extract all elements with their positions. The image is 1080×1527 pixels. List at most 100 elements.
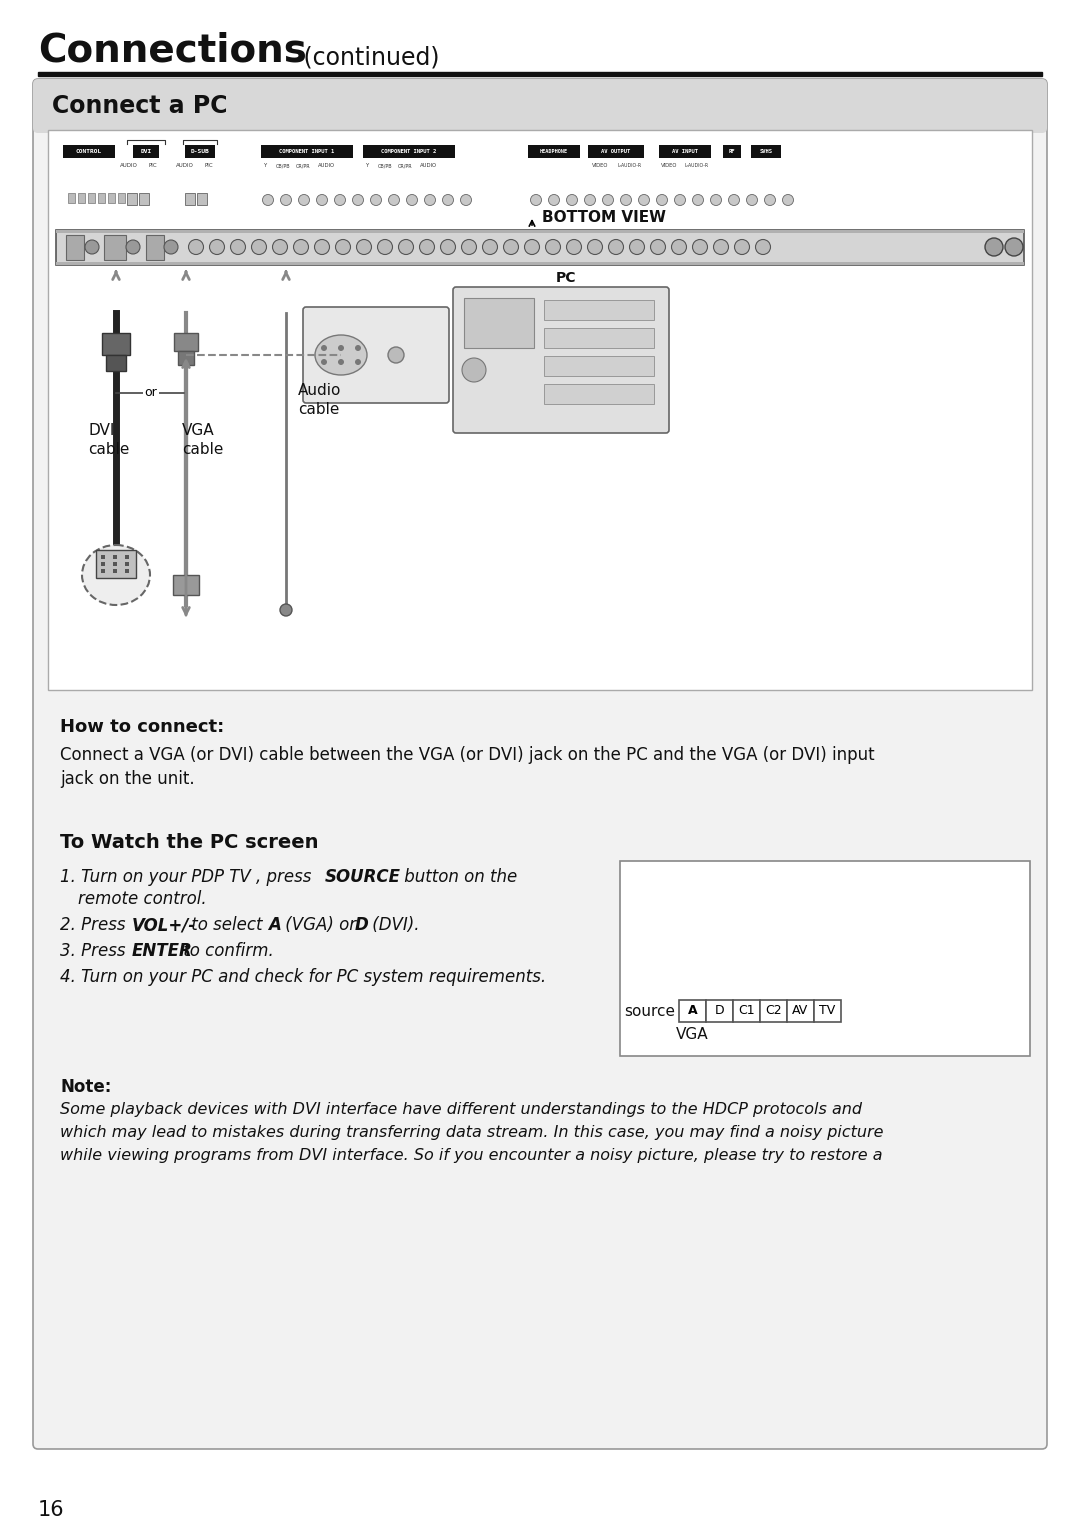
Circle shape — [355, 345, 361, 351]
Circle shape — [756, 240, 770, 255]
Circle shape — [356, 240, 372, 255]
Text: Connections: Connections — [38, 32, 307, 70]
Circle shape — [388, 347, 404, 363]
Bar — [178, 351, 194, 365]
Text: COMPONENT INPUT 2: COMPONENT INPUT 2 — [381, 150, 436, 154]
Circle shape — [294, 240, 309, 255]
Circle shape — [650, 240, 665, 255]
Text: Audio
cable: Audio cable — [298, 383, 341, 417]
Circle shape — [370, 194, 381, 206]
Bar — [108, 192, 114, 203]
Text: Connect a VGA (or DVI) cable between the VGA (or DVI) jack on the PC and the VGA: Connect a VGA (or DVI) cable between the… — [60, 747, 875, 764]
Circle shape — [85, 240, 99, 253]
Circle shape — [406, 194, 418, 206]
Circle shape — [164, 240, 178, 253]
Text: or: or — [145, 386, 158, 400]
Text: COMPONENT INPUT 1: COMPONENT INPUT 1 — [280, 150, 335, 154]
Bar — [787, 1000, 814, 1022]
Bar — [125, 570, 129, 573]
Bar — [185, 145, 215, 157]
Bar — [56, 142, 1024, 197]
Text: AV INPUT: AV INPUT — [672, 150, 698, 154]
Text: L-AUDIO-R: L-AUDIO-R — [685, 163, 710, 168]
Text: (VGA) or: (VGA) or — [280, 916, 362, 935]
Circle shape — [210, 240, 225, 255]
Bar — [118, 192, 125, 203]
Circle shape — [672, 240, 687, 255]
Bar — [751, 145, 781, 157]
FancyBboxPatch shape — [303, 307, 449, 403]
Text: source: source — [624, 1003, 675, 1019]
Bar — [87, 192, 95, 203]
Text: AUDIO: AUDIO — [120, 163, 138, 168]
Bar — [544, 328, 654, 348]
Bar — [679, 1000, 706, 1022]
Text: D-SUB: D-SUB — [191, 150, 210, 154]
Text: CR/PR: CR/PR — [296, 163, 310, 168]
Text: AV OUTPUT: AV OUTPUT — [602, 150, 631, 154]
Bar — [48, 130, 1032, 690]
Text: button on the: button on the — [378, 867, 517, 886]
Bar — [102, 562, 105, 567]
Text: AUDIO: AUDIO — [318, 163, 335, 168]
Text: HEADPHONE: HEADPHONE — [540, 150, 568, 154]
Bar — [733, 1000, 760, 1022]
Circle shape — [281, 194, 292, 206]
Circle shape — [316, 194, 327, 206]
Text: TV: TV — [820, 1005, 836, 1017]
Text: SVHS: SVHS — [759, 150, 772, 154]
Circle shape — [630, 240, 645, 255]
Circle shape — [352, 194, 364, 206]
Circle shape — [608, 240, 623, 255]
Bar — [544, 356, 654, 376]
Circle shape — [262, 194, 273, 206]
Circle shape — [338, 345, 345, 351]
Circle shape — [280, 605, 292, 615]
Bar — [38, 72, 1042, 76]
Bar — [464, 298, 534, 348]
FancyBboxPatch shape — [33, 79, 1047, 1449]
Circle shape — [462, 357, 486, 382]
Text: VGA: VGA — [676, 1028, 708, 1041]
Text: 3. Press: 3. Press — [60, 942, 131, 960]
Bar — [544, 299, 654, 321]
Circle shape — [419, 240, 434, 255]
Text: To Watch the PC screen: To Watch the PC screen — [60, 834, 319, 852]
Bar — [106, 354, 126, 371]
Text: (DVI).: (DVI). — [367, 916, 419, 935]
Circle shape — [985, 238, 1003, 257]
Circle shape — [441, 240, 456, 255]
Text: PIC: PIC — [205, 163, 214, 168]
Circle shape — [321, 345, 327, 351]
Bar — [102, 570, 105, 573]
Circle shape — [503, 240, 518, 255]
Text: VIDEO: VIDEO — [592, 163, 608, 168]
Text: VOL+/-: VOL+/- — [132, 916, 197, 935]
Bar — [197, 192, 207, 205]
Text: AUDIO: AUDIO — [176, 163, 194, 168]
Text: CR/PR: CR/PR — [397, 163, 413, 168]
Circle shape — [734, 240, 750, 255]
Circle shape — [314, 240, 329, 255]
Circle shape — [525, 240, 540, 255]
Circle shape — [549, 194, 559, 206]
Circle shape — [399, 240, 414, 255]
Bar — [620, 861, 1030, 1057]
Bar — [544, 383, 654, 405]
Bar — [113, 570, 117, 573]
FancyBboxPatch shape — [453, 287, 669, 434]
Bar — [56, 231, 1024, 234]
Circle shape — [1005, 238, 1023, 257]
Circle shape — [338, 359, 345, 365]
Bar — [63, 145, 114, 157]
Text: DVI
cable: DVI cable — [87, 423, 130, 457]
Bar — [113, 562, 117, 567]
Bar — [56, 263, 1024, 266]
Circle shape — [483, 240, 498, 255]
Circle shape — [336, 240, 351, 255]
Circle shape — [189, 240, 203, 255]
Bar — [174, 333, 198, 351]
Bar — [528, 145, 580, 157]
Text: SOURCE: SOURCE — [325, 867, 401, 886]
FancyBboxPatch shape — [33, 79, 1047, 133]
